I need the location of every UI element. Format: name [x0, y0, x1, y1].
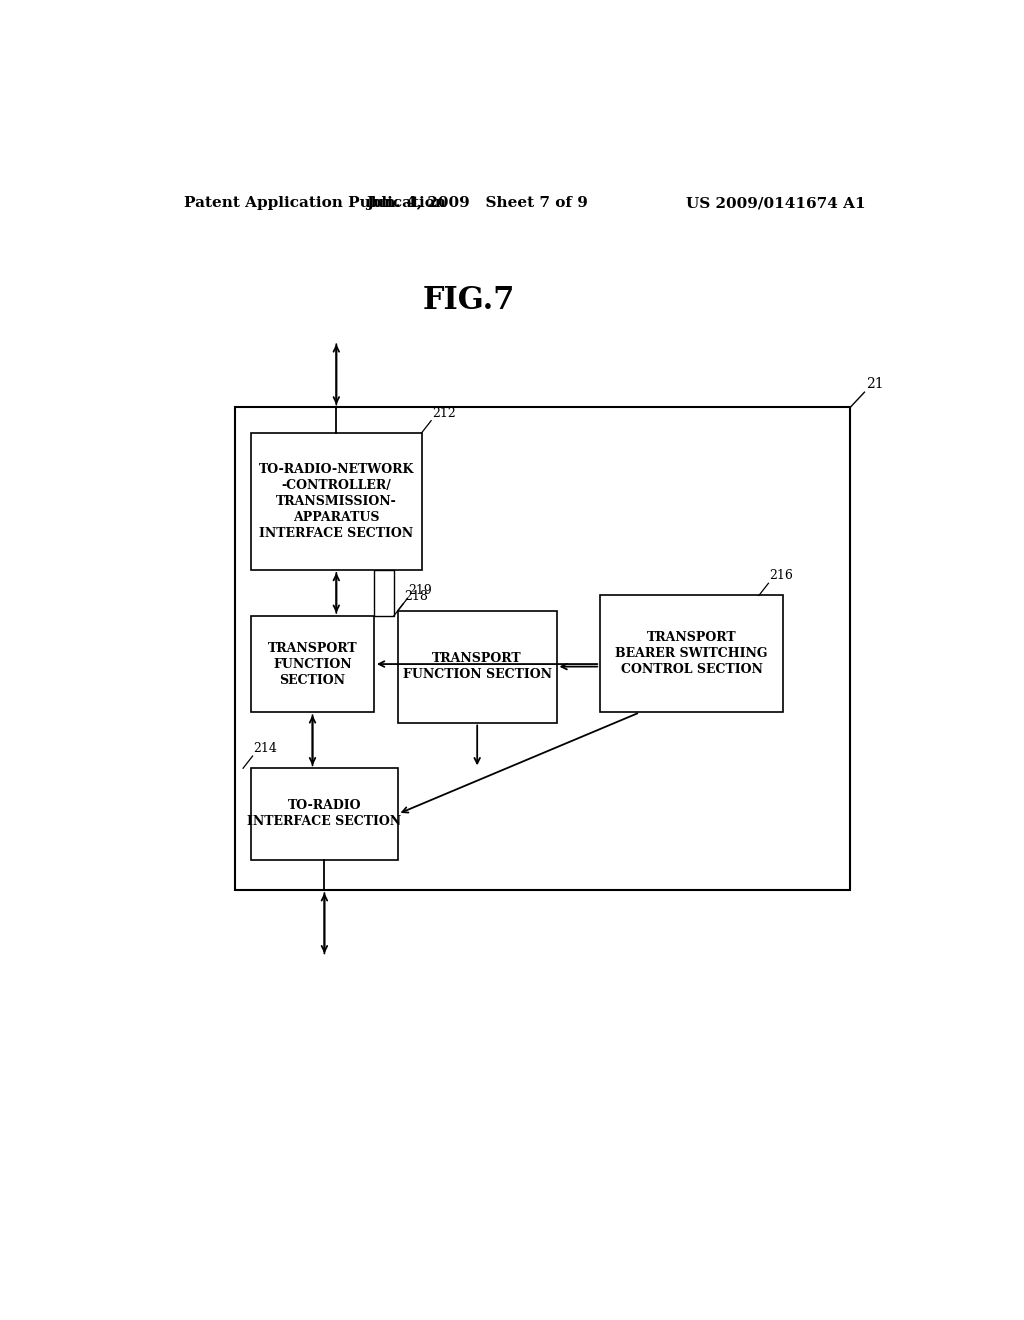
Text: 216: 216 — [769, 569, 794, 582]
Text: 214: 214 — [253, 742, 278, 755]
Text: TO-RADIO-NETWORK
-CONTROLLER/
TRANSMISSION-
APPARATUS
INTERFACE SECTION: TO-RADIO-NETWORK -CONTROLLER/ TRANSMISSI… — [259, 463, 414, 540]
Text: TRANSPORT
FUNCTION SECTION: TRANSPORT FUNCTION SECTION — [402, 652, 552, 681]
Bar — [374, 570, 394, 615]
Text: TRANSPORT
FUNCTION
SECTION: TRANSPORT FUNCTION SECTION — [267, 642, 357, 686]
Bar — [397, 611, 557, 722]
Text: 219: 219 — [409, 585, 432, 598]
Text: TO-RADIO
INTERFACE SECTION: TO-RADIO INTERFACE SECTION — [248, 800, 401, 829]
Text: US 2009/0141674 A1: US 2009/0141674 A1 — [686, 197, 866, 210]
Text: Patent Application Publication: Patent Application Publication — [183, 197, 445, 210]
Text: TRANSPORT
BEARER SWITCHING
CONTROL SECTION: TRANSPORT BEARER SWITCHING CONTROL SECTI… — [615, 631, 768, 676]
Bar — [236, 408, 850, 890]
Text: 218: 218 — [404, 590, 428, 602]
Bar — [251, 433, 422, 570]
Bar — [600, 595, 782, 713]
Bar — [251, 768, 397, 859]
Text: FIG.7: FIG.7 — [423, 285, 515, 317]
Bar — [251, 615, 374, 713]
Text: 21: 21 — [866, 378, 884, 391]
Text: Jun. 4, 2009   Sheet 7 of 9: Jun. 4, 2009 Sheet 7 of 9 — [367, 197, 588, 210]
Text: 212: 212 — [432, 407, 456, 420]
